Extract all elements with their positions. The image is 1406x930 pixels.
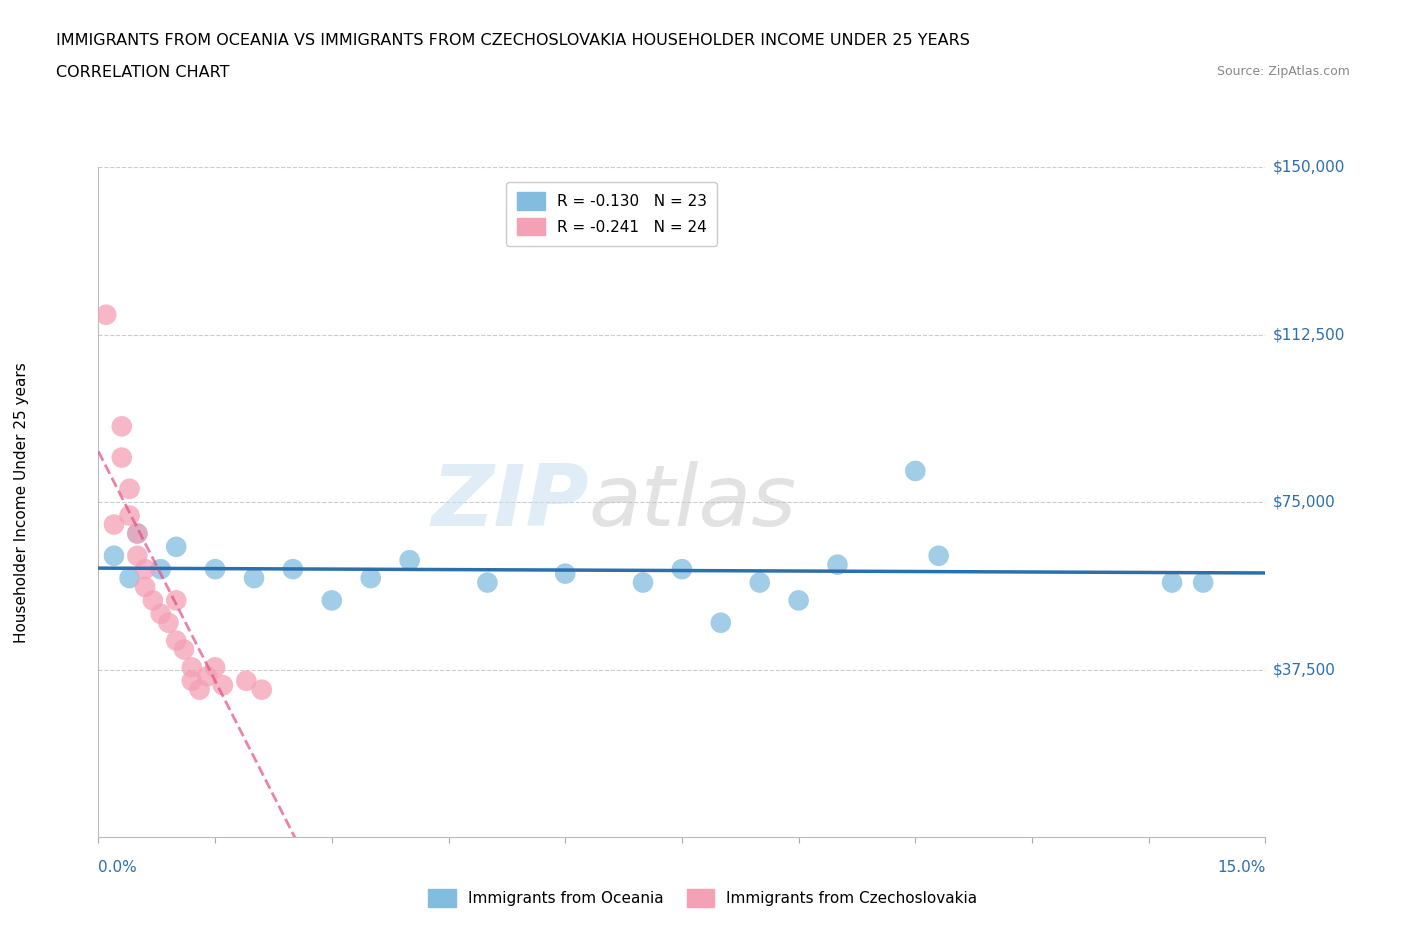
Point [827,557,849,572]
Point [165,593,187,608]
Point [904,463,927,478]
Point [710,616,733,631]
Text: atlas: atlas [589,460,797,544]
Point [631,575,654,590]
Point [748,575,770,590]
Point [103,549,125,564]
Text: CORRELATION CHART: CORRELATION CHART [56,65,229,80]
Point [180,660,202,675]
Point [96,307,118,322]
Point [554,566,576,581]
Point [180,673,202,688]
Point [103,517,125,532]
Legend: Immigrants from Oceania, Immigrants from Czechoslovakia: Immigrants from Oceania, Immigrants from… [422,884,984,913]
Point [188,683,211,698]
Point [1161,575,1184,590]
Point [235,673,257,688]
Point [321,593,343,608]
Text: $112,500: $112,500 [1272,327,1344,342]
Point [212,678,235,693]
Text: ZIP: ZIP [430,460,589,544]
Point [142,593,165,608]
Point [165,633,187,648]
Text: $37,500: $37,500 [1272,662,1336,677]
Point [671,562,693,577]
Point [111,450,134,465]
Text: Source: ZipAtlas.com: Source: ZipAtlas.com [1216,65,1350,78]
Point [134,562,156,577]
Point [118,571,141,586]
Point [149,606,172,621]
Text: IMMIGRANTS FROM OCEANIA VS IMMIGRANTS FROM CZECHOSLOVAKIA HOUSEHOLDER INCOME UND: IMMIGRANTS FROM OCEANIA VS IMMIGRANTS FR… [56,33,970,47]
Point [250,683,273,698]
Point [165,539,187,554]
Point [195,669,218,684]
Text: $75,000: $75,000 [1272,495,1336,510]
Point [477,575,499,590]
Point [118,482,141,497]
Text: 15.0%: 15.0% [1218,860,1265,875]
Point [281,562,304,577]
Point [204,660,226,675]
Point [398,552,420,567]
Text: Householder Income Under 25 years: Householder Income Under 25 years [14,362,28,643]
Point [787,593,810,608]
Legend: R = -0.130   N = 23, R = -0.241   N = 24: R = -0.130 N = 23, R = -0.241 N = 24 [506,181,717,246]
Point [928,549,950,564]
Text: 0.0%: 0.0% [98,860,138,875]
Point [127,549,149,564]
Point [118,508,141,523]
Point [360,571,382,586]
Point [1192,575,1215,590]
Point [157,616,180,631]
Point [134,579,156,594]
Point [204,562,226,577]
Point [243,571,266,586]
Point [127,526,149,541]
Point [127,526,149,541]
Point [173,642,195,657]
Point [149,562,172,577]
Text: $150,000: $150,000 [1272,160,1344,175]
Point [111,418,134,433]
